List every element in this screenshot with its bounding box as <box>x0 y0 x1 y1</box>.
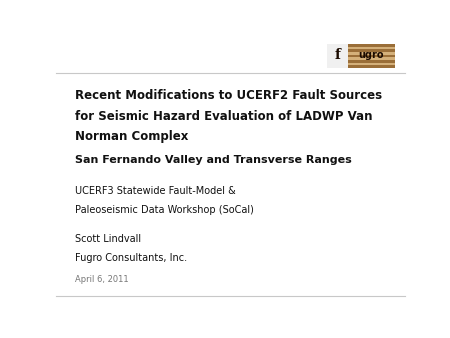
Bar <box>327 44 348 68</box>
Text: f: f <box>334 48 340 62</box>
Bar <box>327 63 395 65</box>
Text: Norman Complex: Norman Complex <box>76 130 189 143</box>
Text: April 6, 2011: April 6, 2011 <box>76 275 129 284</box>
Bar <box>327 47 395 49</box>
Bar <box>327 49 395 52</box>
Bar <box>327 60 395 63</box>
Text: UCERF3 Statewide Fault-Model &: UCERF3 Statewide Fault-Model & <box>76 186 236 196</box>
Text: for Seismic Hazard Evaluation of LADWP Van: for Seismic Hazard Evaluation of LADWP V… <box>76 110 373 123</box>
Bar <box>327 44 395 47</box>
Bar <box>327 52 395 54</box>
Text: Fugro Consultants, Inc.: Fugro Consultants, Inc. <box>76 253 188 263</box>
Bar <box>327 57 395 60</box>
Text: ugro: ugro <box>358 50 383 60</box>
Bar <box>327 44 395 68</box>
Text: Recent Modifications to UCERF2 Fault Sources: Recent Modifications to UCERF2 Fault Sou… <box>76 89 382 102</box>
Bar <box>327 54 395 57</box>
Text: Paleoseismic Data Workshop (SoCal): Paleoseismic Data Workshop (SoCal) <box>76 204 254 215</box>
Text: San Fernando Valley and Transverse Ranges: San Fernando Valley and Transverse Range… <box>76 155 352 165</box>
Bar <box>327 65 395 68</box>
Text: Scott Lindvall: Scott Lindvall <box>76 235 142 244</box>
